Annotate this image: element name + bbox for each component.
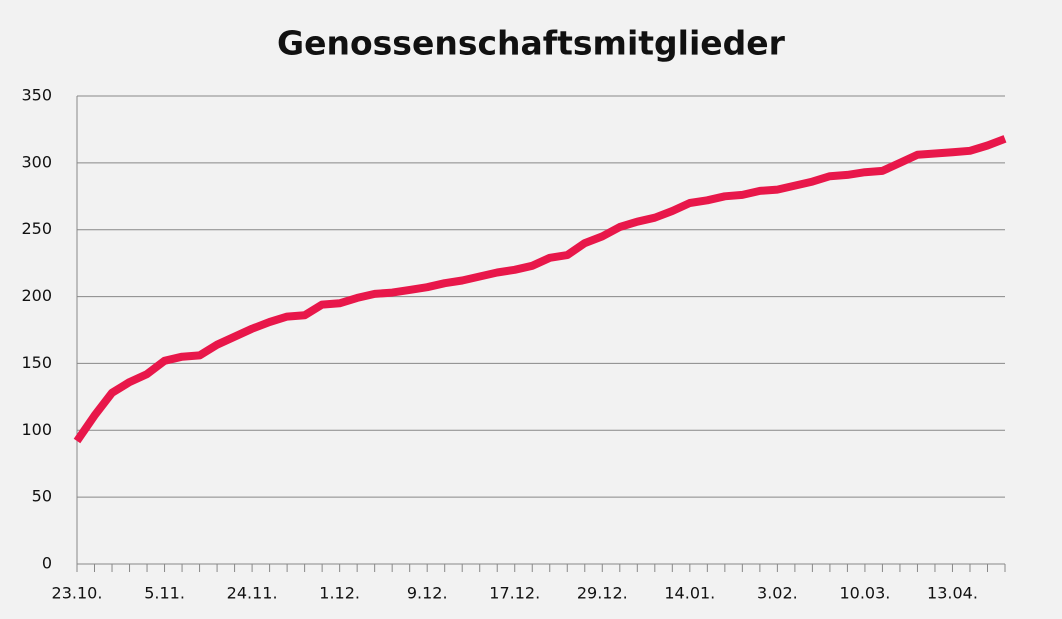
chart-title: Genossenschaftsmitglieder: [277, 24, 786, 63]
y-tick-label: 50: [32, 487, 52, 506]
x-tick-label: 10.03.: [839, 584, 890, 603]
y-tick-label: 350: [21, 86, 52, 105]
x-tick-label: 5.11.: [144, 584, 185, 603]
data-line: [73, 135, 1007, 444]
x-tick-label: 9.12.: [407, 584, 448, 603]
x-tick-label: 29.12.: [577, 584, 628, 603]
y-tick-label: 300: [21, 152, 52, 171]
y-tick-label: 150: [21, 353, 52, 372]
y-tick-label: 0: [42, 554, 52, 573]
x-tick-label: 17.12.: [489, 584, 540, 603]
y-tick-label: 250: [21, 219, 52, 238]
x-tick-label: 1.12.: [319, 584, 360, 603]
x-tick-label: 24.11.: [227, 584, 278, 603]
y-tick-label: 100: [21, 420, 52, 439]
y-tick-label: 200: [21, 286, 52, 305]
x-tick-label: 13.04.: [927, 584, 978, 603]
x-tick-label: 14.01.: [664, 584, 715, 603]
x-tick-label: 23.10.: [52, 584, 103, 603]
x-tick-label: 3.02.: [757, 584, 798, 603]
